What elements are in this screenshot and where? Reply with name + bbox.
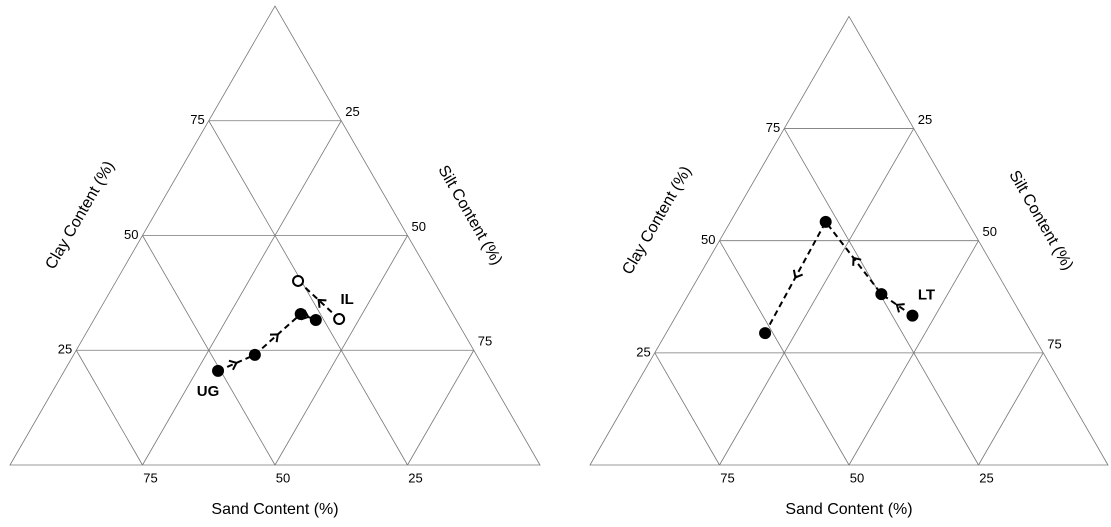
sand-tick-label: 75	[720, 470, 734, 485]
clay-tick-label: 25	[636, 344, 650, 359]
grid-line	[407, 350, 475, 466]
clay-tick-label: 25	[58, 342, 72, 357]
clay-axis-title: Clay Content (%)	[42, 158, 118, 272]
clay-tick-label: 75	[190, 112, 204, 127]
silt-tick-label: 75	[478, 334, 492, 349]
sand-tick-label: 50	[850, 470, 864, 485]
grid-line	[142, 235, 276, 466]
data-point	[333, 313, 346, 326]
data-point	[875, 288, 888, 301]
grid-line	[719, 128, 915, 466]
series-label: LT	[918, 287, 935, 304]
silt-axis-title: Silt Content (%)	[1005, 168, 1076, 274]
clay-axis-title: Clay Content (%)	[619, 164, 695, 278]
direction-arrow	[852, 256, 862, 266]
series-label: UG	[197, 383, 220, 400]
data-point	[212, 364, 225, 377]
sand-tick-label: 25	[408, 470, 422, 485]
data-point	[292, 274, 305, 287]
data-point	[294, 307, 307, 320]
direction-arrow	[269, 333, 279, 343]
silt-tick-label: 25	[918, 112, 932, 127]
grid-line	[208, 120, 408, 466]
silt-tick-label: 25	[345, 104, 359, 119]
grid-line	[142, 120, 342, 466]
data-point	[759, 327, 772, 340]
grid-line	[719, 240, 850, 466]
sand-axis-title: Sand Content (%)	[211, 501, 338, 518]
silt-axis-title: Silt Content (%)	[434, 163, 505, 269]
grid-line	[654, 352, 720, 466]
data-point	[309, 313, 322, 326]
silt-tick-label: 50	[983, 224, 997, 239]
clay-tick-label: 50	[701, 232, 715, 247]
grid-line	[75, 350, 143, 466]
sand-tick-label: 25	[979, 470, 993, 485]
direction-arrow	[895, 303, 905, 313]
silt-tick-label: 50	[412, 219, 426, 234]
series-line	[764, 220, 914, 334]
data-point	[906, 309, 919, 322]
direction-arrow	[228, 359, 238, 371]
clay-tick-label: 50	[124, 227, 138, 242]
sand-tick-label: 50	[276, 470, 290, 485]
data-point	[819, 215, 832, 228]
data-point	[248, 348, 261, 361]
direction-arrow	[317, 298, 327, 308]
silt-tick-label: 75	[1047, 336, 1061, 351]
grid-line	[978, 352, 1044, 466]
sand-tick-label: 75	[143, 470, 157, 485]
direction-arrow	[792, 269, 804, 279]
sand-axis-title: Sand Content (%)	[785, 501, 912, 518]
series-label: IL	[340, 291, 353, 308]
clay-tick-label: 75	[766, 120, 780, 135]
